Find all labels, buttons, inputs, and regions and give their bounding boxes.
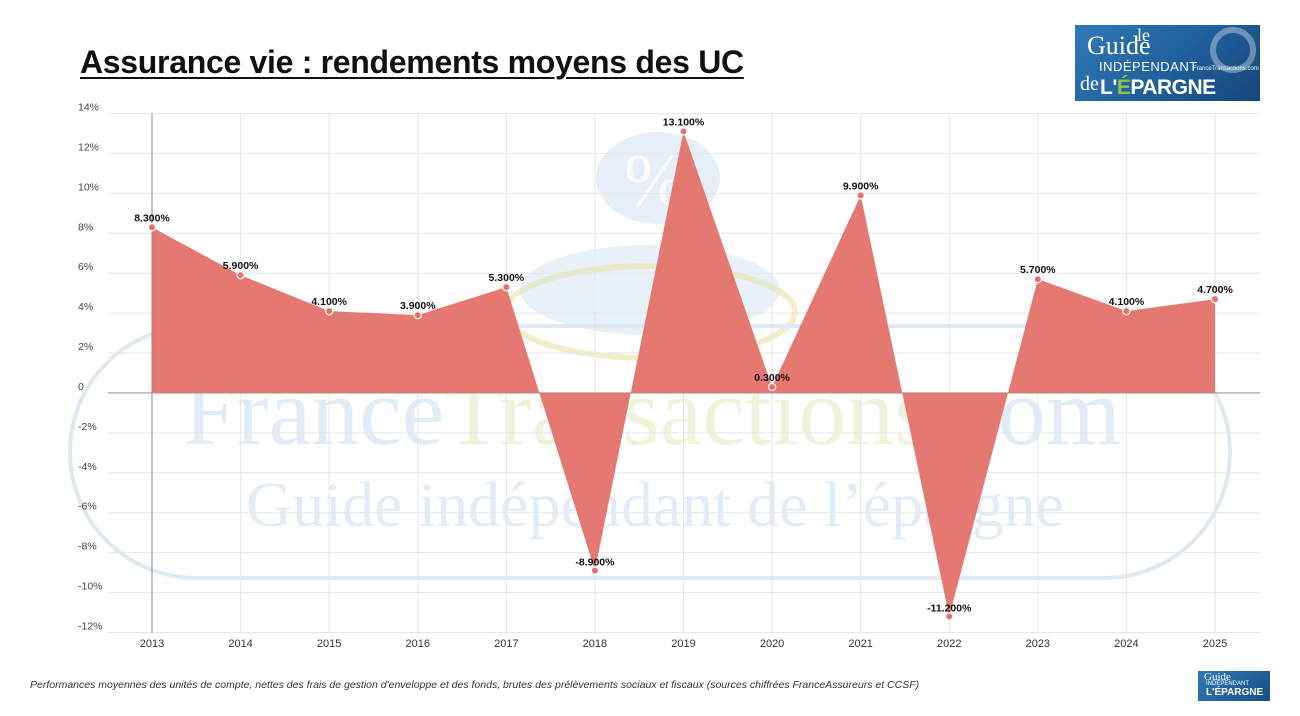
- logo-site-text: FranceTransactions.com: [1193, 66, 1259, 72]
- x-axis: 2013 2014 2015 2016 2017 2018 2019 2020 2021 2022…: [140, 638, 1227, 650]
- y-tick-label: 4%: [78, 301, 93, 313]
- logo-small-epargne-text: L'ÉPARGNE: [1206, 687, 1264, 698]
- data-point: [1122, 306, 1131, 316]
- logo-epargne-text: L'ÉPARGNE: [1100, 76, 1216, 100]
- guide-epargne-logo-small[interactable]: Guide INDÉPENDANT L'ÉPARGNE: [1198, 671, 1270, 701]
- data-point: [767, 382, 777, 392]
- y-tick-label: 14%: [78, 102, 99, 114]
- y-tick-label: 0: [78, 381, 84, 393]
- data-label: 9.900%: [843, 180, 879, 192]
- data-point: [590, 566, 600, 575]
- data-point: [856, 191, 865, 200]
- data-point: [236, 270, 245, 280]
- data-point: [147, 223, 157, 232]
- y-tick-label: -10%: [78, 581, 103, 593]
- y-tick-label: -6%: [78, 501, 97, 513]
- logo-epargne-rest: PARGNE: [1130, 76, 1216, 99]
- guide-epargne-logo[interactable]: Guide le INDÉPENDANT FranceTransactions.…: [1075, 25, 1260, 101]
- logo-guide-text: Guide: [1087, 31, 1151, 60]
- y-tick-label: -12%: [78, 621, 103, 633]
- y-tick-label: 6%: [78, 261, 93, 273]
- x-tick-label: 2013: [140, 638, 164, 650]
- x-tick-label: 2016: [406, 638, 430, 650]
- logo-small-guide-text: Guide: [1204, 671, 1231, 683]
- x-tick-label: 2023: [1026, 638, 1050, 650]
- x-tick-label: 2017: [494, 638, 518, 650]
- x-tick-label: 2014: [228, 638, 252, 650]
- data-label: 3.900%: [400, 300, 436, 312]
- data-label: 5.900%: [223, 260, 259, 272]
- data-point: [413, 310, 422, 320]
- data-label: -8.900%: [575, 557, 615, 569]
- data-label: 13.100%: [663, 116, 705, 128]
- data-label: 5.300%: [489, 272, 525, 284]
- logo-le-text: le: [1137, 25, 1150, 45]
- data-point: [1210, 294, 1220, 304]
- data-label: 5.700%: [1020, 264, 1056, 276]
- points: [147, 127, 1220, 621]
- y-tick-label: 12%: [78, 141, 99, 153]
- y-tick-label: 10%: [78, 181, 99, 193]
- x-tick-label: 2021: [848, 638, 872, 650]
- logo-epargne-accent: É: [1116, 76, 1131, 99]
- data-point: [1033, 274, 1043, 284]
- logo-ring-icon: [1210, 27, 1256, 73]
- logo-independant-text: INDÉPENDANT: [1099, 59, 1198, 74]
- logo-small-independant-text: INDÉPENDANT: [1206, 681, 1250, 687]
- data-point: [324, 306, 334, 316]
- data-label: 4.100%: [311, 296, 347, 308]
- area-series: [152, 131, 1215, 617]
- data-label: 0.300%: [754, 372, 790, 384]
- data-label: 8.300%: [134, 212, 170, 224]
- footnote: Performances moyennes des unités de comp…: [30, 679, 920, 691]
- data-point: [502, 282, 511, 292]
- y-tick-label: -8%: [78, 541, 97, 553]
- x-tick-label: 2019: [671, 638, 695, 650]
- data-label: 4.700%: [1197, 284, 1233, 296]
- data-label: 4.100%: [1109, 296, 1145, 308]
- x-tick-label: 2022: [937, 638, 961, 650]
- y-tick-label: -2%: [78, 421, 97, 433]
- data-labels: 8.300% 5.900% 4.100% 3.900% 5.300% -8.900% 13.…: [134, 116, 1233, 614]
- x-tick-label: 2024: [1114, 638, 1138, 650]
- data-point: [945, 612, 954, 621]
- x-tick-label: 2018: [583, 638, 607, 650]
- y-tick-label: 2%: [78, 341, 93, 353]
- x-tick-label: 2025: [1203, 638, 1227, 650]
- y-tick-label: -4%: [78, 461, 97, 473]
- data-point: [679, 127, 688, 136]
- x-tick-label: 2015: [317, 638, 341, 650]
- x-tick-label: 2020: [760, 638, 784, 650]
- y-axis: 14% 12% 10% 8% 6% 4% 2% 0 -2% -4% -6% -8% -10% -12%: [78, 102, 103, 633]
- series: [152, 131, 1215, 617]
- logo-de-text: de: [1080, 73, 1099, 95]
- page-title: Assurance vie : rendements moyens des UC: [80, 44, 744, 80]
- y-tick-label: 8%: [78, 221, 93, 233]
- logo-epargne-prefix: L': [1100, 76, 1117, 99]
- data-label: -11.200%: [927, 603, 972, 615]
